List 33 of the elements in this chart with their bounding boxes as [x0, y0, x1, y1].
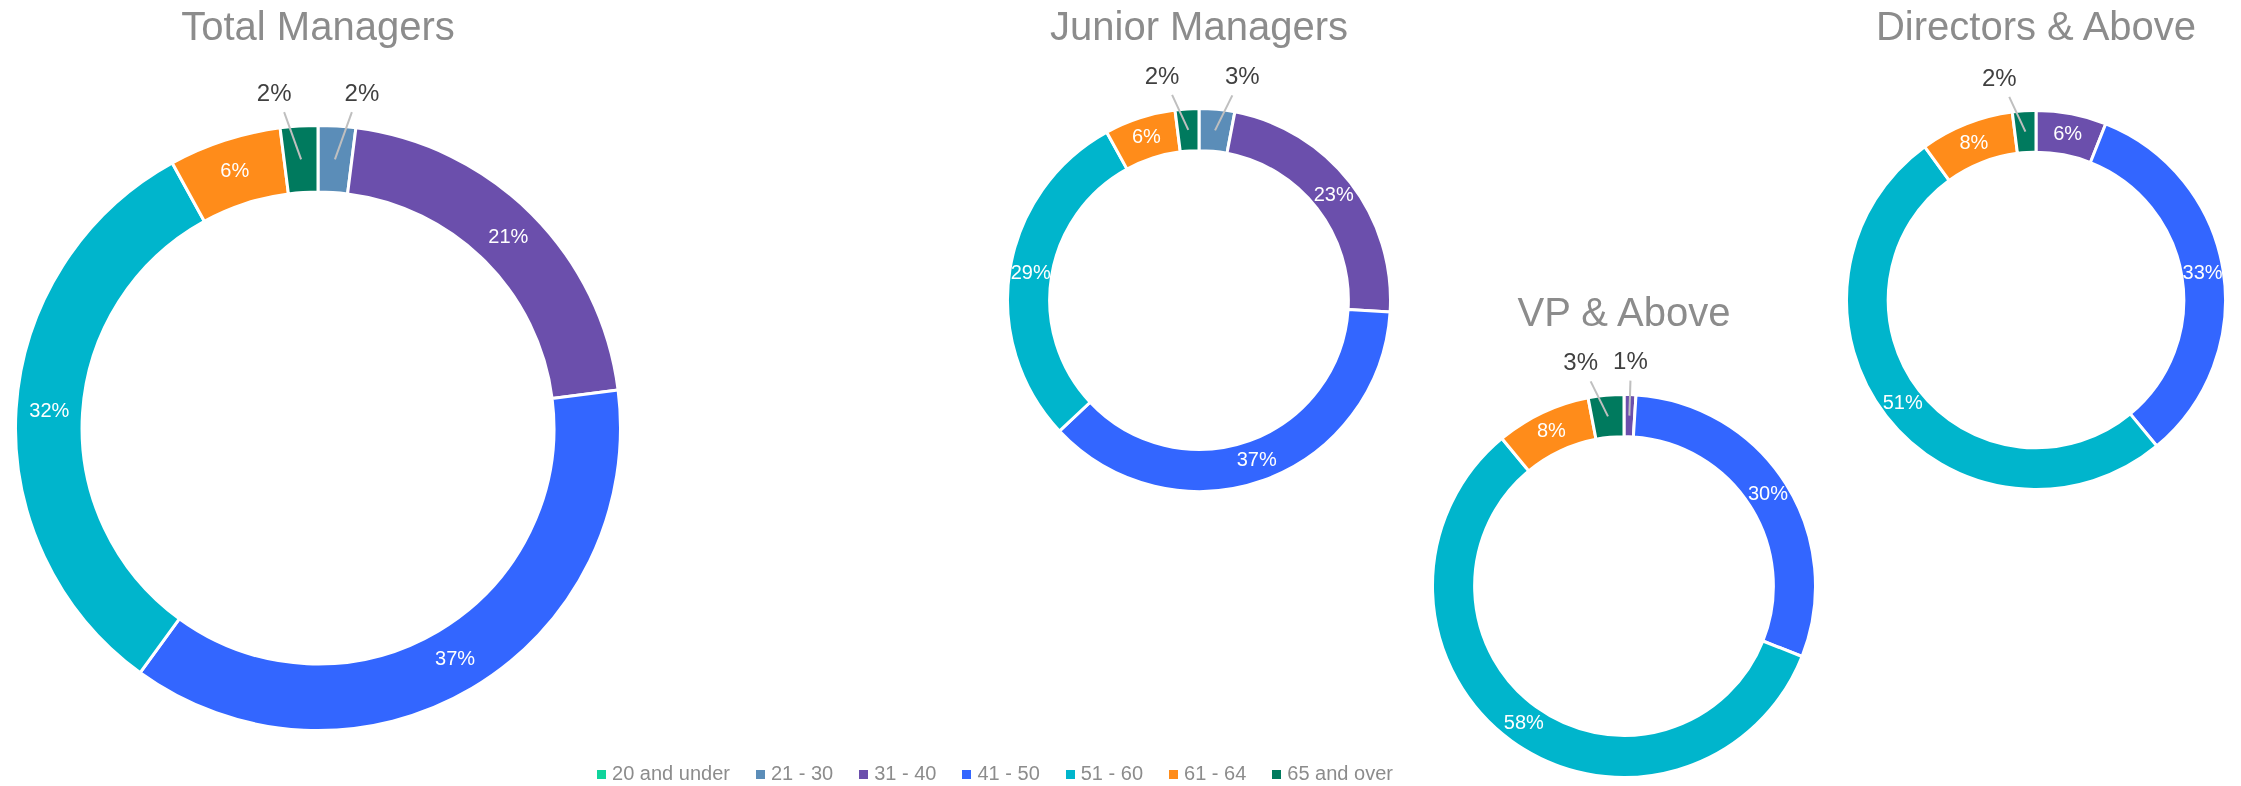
data-label: 6% — [220, 159, 250, 182]
data-label: 37% — [435, 647, 476, 670]
legend-label: 31 - 40 — [874, 762, 937, 784]
legend-label: 65 and over — [1287, 762, 1393, 784]
data-label: 2% — [1144, 61, 1180, 89]
data-label: 6% — [2053, 121, 2083, 144]
legend-label: 61 - 64 — [1184, 762, 1247, 784]
data-label: 2% — [1981, 63, 2017, 91]
data-label: 33% — [2182, 261, 2223, 284]
data-label: 37% — [1236, 447, 1277, 470]
data-label: 58% — [1503, 711, 1545, 734]
data-label: 8% — [1536, 419, 1567, 442]
legend-label: 51 - 60 — [1080, 762, 1144, 784]
chart-title: Total Managers — [181, 4, 455, 49]
legend-label: 41 - 50 — [977, 762, 1040, 784]
data-label: 3% — [1563, 348, 1598, 376]
chart-title: Directors & Above — [1875, 4, 2197, 49]
data-label: 2% — [256, 78, 292, 106]
data-label: 2% — [344, 78, 380, 106]
data-label: 1% — [1613, 347, 1648, 375]
data-label: 30% — [1747, 482, 1789, 505]
data-label: 3% — [1225, 62, 1260, 90]
legend-label: 20 and under — [612, 762, 730, 784]
chart-title: VP & Above — [1517, 290, 1731, 335]
legend-label: 21 - 30 — [770, 762, 834, 784]
data-label: 21% — [488, 225, 529, 248]
data-label: 23% — [1313, 183, 1354, 206]
data-label: 6% — [1131, 125, 1161, 148]
data-label: 32% — [29, 398, 70, 421]
data-label: 51% — [1882, 390, 1923, 413]
data-label: 29% — [1010, 260, 1051, 283]
chart-title: Junior Managers — [1050, 4, 1348, 49]
data-label: 8% — [1959, 130, 1989, 153]
